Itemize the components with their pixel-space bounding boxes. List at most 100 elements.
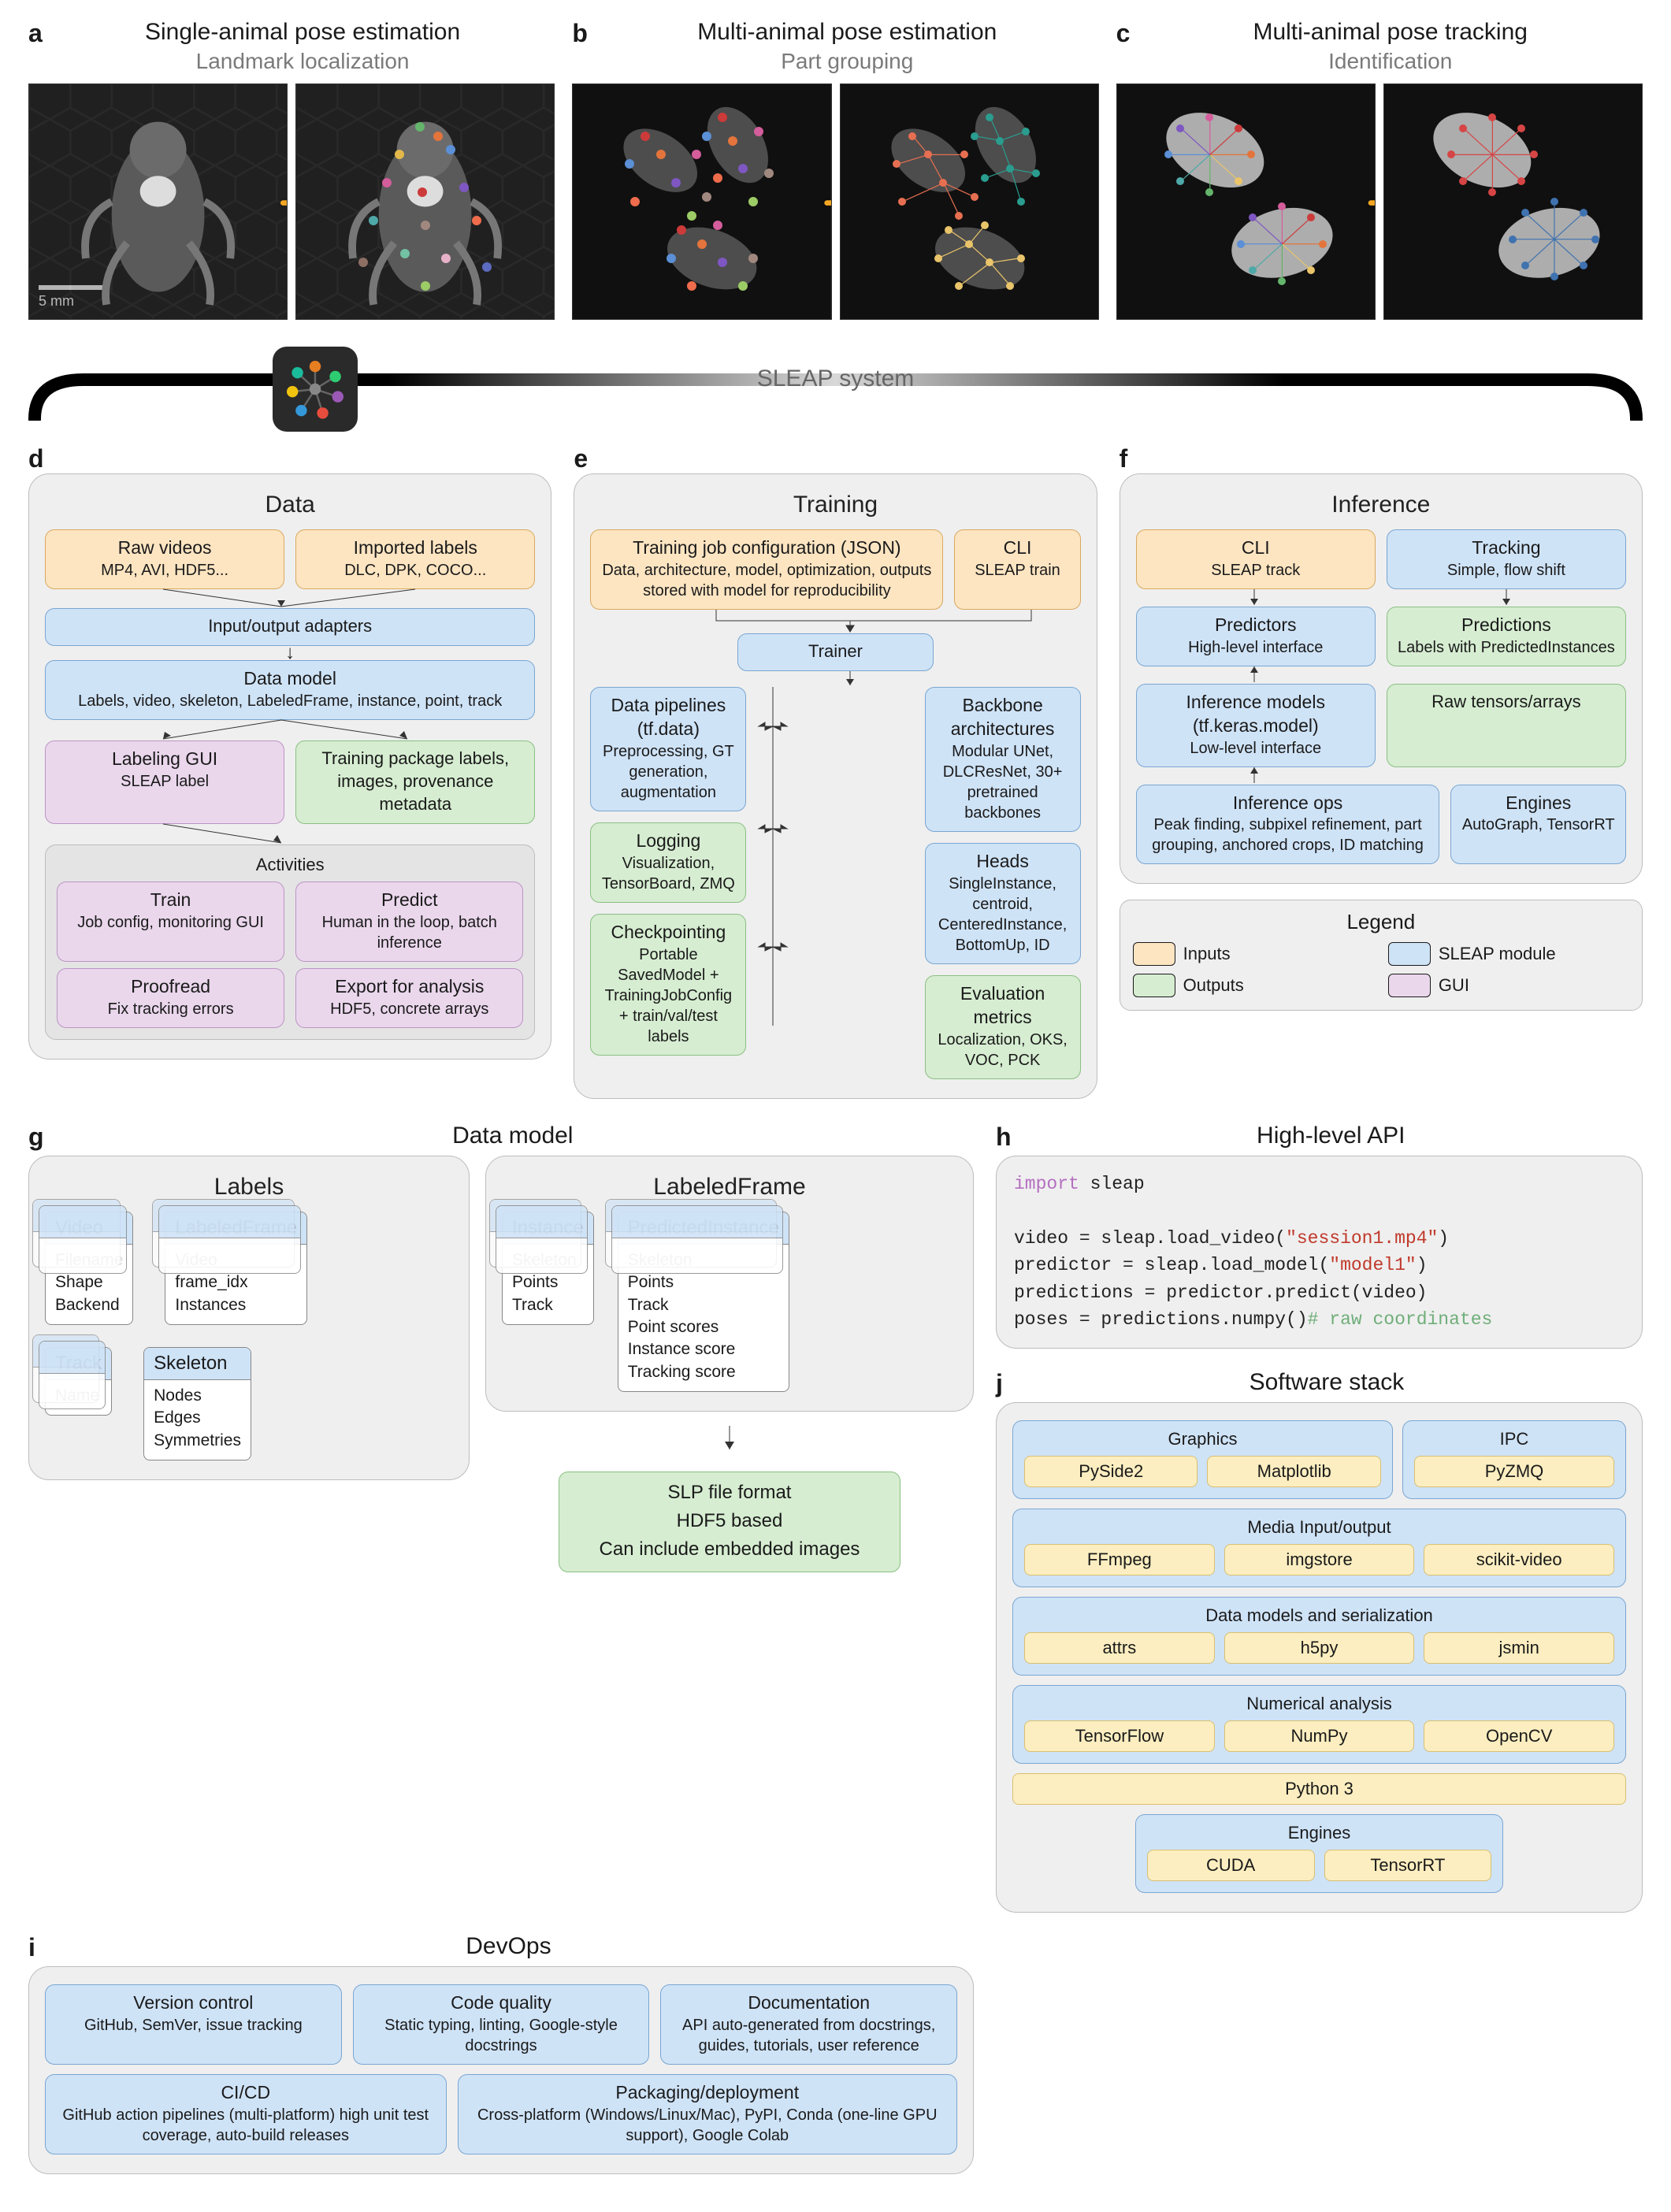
pill-scikit-video: scikit-video [1424,1544,1614,1575]
activity-predict: PredictHuman in the loop, batch inferenc… [295,881,523,962]
slp-file-node: SLP file formatHDF5 basedCan include emb… [559,1472,900,1572]
code-content: import sleap video = sleap.load_video("s… [1014,1171,1625,1334]
panel-h-wrap: h High-level API import sleap video = sl… [996,1123,1643,1349]
node-imported-labels: Imported labelsDLC, DPK, COCO... [295,529,535,589]
legend: Legend Inputs SLEAP module Outputs GUI [1120,900,1643,1011]
labels-title: Labels [45,1174,453,1201]
activity-proofread: ProofreadFix tracking errors [57,968,284,1028]
pill-tensorflow: TensorFlow [1024,1720,1215,1752]
sleap-system-band: SLEAP system [28,358,1643,421]
pill-jsmin: jsmin [1424,1632,1614,1664]
node-io-adapters: Input/output adapters [45,608,535,647]
panel-d-wrap: d Data Raw videosMP4, AVI, HDF5... Impor… [28,444,551,1099]
node-cli-track: CLISLEAP track [1136,529,1376,589]
node-heads: HeadsSingleInstance, centroid, CenteredI… [925,843,1081,964]
pill-tensorrt: TensorRT [1324,1850,1492,1881]
panel-g-wrap: g Data model Labels VideoFilenameShapeBa… [28,1123,974,1913]
panel-f-wrap: f Inference CLISLEAP track TrackingSimpl… [1120,444,1643,1099]
activity-train: TrainJob config, monitoring GUI [57,881,284,962]
c-image-right [1383,84,1643,320]
node-raw-videos: Raw videosMP4, AVI, HDF5... [45,529,284,589]
stack-data-models-and-serialization: Data models and serializationattrsh5pyjs… [1012,1597,1626,1676]
node-raw-tensors: Raw tensors/arrays [1387,684,1626,767]
legend-title: Legend [1133,910,1629,934]
legend-item-outputs: Outputs [1133,974,1374,997]
panel-i-wrap: i DevOps Version controlGitHub, SemVer, … [28,1933,974,2174]
labeledframe-panel: LabeledFrame InstanceSkeletonPointsTrack… [485,1156,974,1412]
panel-g-letter: g [28,1123,44,1152]
legend-item-gui: GUI [1388,974,1629,997]
pill-h5py: h5py [1224,1632,1415,1664]
pill-numpy: NumPy [1224,1720,1415,1752]
labeledframe-title: LabeledFrame [502,1174,957,1201]
node-tracking: TrackingSimple, flow shift [1387,529,1626,589]
node-trainer: Trainer [737,633,934,672]
panel-h-title: High-level API [1019,1123,1643,1149]
panel-e-wrap: e Training Training job configuration (J… [574,444,1097,1099]
devops-packaging-deployment: Packaging/deploymentCross-platform (Wind… [458,2074,957,2154]
labels-panel: Labels VideoFilenameShapeBackend Labeled… [28,1156,470,1480]
panel-f-letter: f [1120,444,1643,473]
row-i: i DevOps Version controlGitHub, SemVer, … [28,1933,1643,2174]
node-predictions: PredictionsLabels with PredictedInstance… [1387,607,1626,666]
stack-media-input-output: Media Input/outputFFmpegimgstorescikit-v… [1012,1509,1626,1587]
a-image-left: 5 mm ➜ [28,84,288,320]
b-image-right [840,84,1099,320]
top-row: a Single-animal pose estimation Landmark… [28,19,1643,320]
b-image-left: 5 mm ➜ [572,84,831,320]
system-band-label: SLEAP system [757,366,915,392]
node-evaluation-metrics: Evaluation metricsLocalization, OKS, VOC… [925,975,1081,1079]
panel-e: Training Training job configuration (JSO… [574,473,1097,1099]
node-job-config: Training job configuration (JSON)Data, a… [590,529,943,610]
activities-wrap: Activities TrainJob config, monitoring G… [45,844,535,1040]
stack-engines: EnginesCUDATensorRT [1135,1814,1503,1893]
node-labeling-gui: Labeling GUISLEAP label [45,740,284,824]
panel-b: b Multi-animal pose estimation Part grou… [572,19,1098,320]
node-data-model: Data modelLabels, video, skeleton, Label… [45,660,535,720]
pill-cuda: CUDA [1147,1850,1315,1881]
panel-i-title: DevOps [43,1933,974,1960]
devops-code-quality: Code qualityStatic typing, linting, Goog… [353,1984,650,2065]
panel-d-title: Data [45,492,535,518]
pill-pyside2: PySide2 [1024,1456,1198,1487]
devops-ci-cd: CI/CDGitHub action pipelines (multi-plat… [45,2074,447,2154]
node-training-package: Training package labels, images, provena… [295,740,535,824]
node-cli-train: CLISLEAP train [954,529,1080,610]
pill-matplotlib: Matplotlib [1207,1456,1380,1487]
a-image-right [295,84,555,320]
panel-j-title: Software stack [1011,1369,1643,1396]
panel-g-title: Data model [52,1123,974,1149]
panel-e-letter: e [574,444,1097,473]
activities-title: Activities [57,855,523,875]
panel-j-letter: j [996,1369,1003,1398]
activity-export for analysis: Export for analysisHDF5, concrete arrays [295,968,523,1028]
devops-version-control: Version controlGitHub, SemVer, issue tra… [45,1984,342,2065]
legend-item-inputs: Inputs [1133,942,1374,966]
panel-c: c Multi-animal pose tracking Identificat… [1116,19,1643,320]
devops-panel: Version controlGitHub, SemVer, issue tra… [28,1966,974,2174]
pill-imgstore: imgstore [1224,1544,1415,1575]
panel-d-letter: d [28,444,551,473]
node-checkpointing: CheckpointingPortable SavedModel + Train… [590,914,746,1056]
panel-j-wrap: j Software stack GraphicsPySide2Matplotl… [996,1369,1643,1913]
row-ghj: g Data model Labels VideoFilenameShapeBa… [28,1123,1643,1913]
node-inf-ops: Inference opsPeak finding, subpixel refi… [1136,785,1440,865]
panel-f-title: Inference [1136,492,1626,518]
software-stack: GraphicsPySide2Matplotlib IPCPyZMQ Media… [996,1402,1643,1913]
devops-documentation: DocumentationAPI auto-generated from doc… [660,1984,957,2065]
legend-item-sleap module: SLEAP module [1388,942,1629,966]
row-def: d Data Raw videosMP4, AVI, HDF5... Impor… [28,444,1643,1099]
stack-graphics: GraphicsPySide2Matplotlib [1012,1420,1393,1499]
pill-opencv: OpenCV [1424,1720,1614,1752]
pill-python 3: Python 3 [1012,1773,1626,1805]
sleap-logo-icon [273,347,358,432]
panel-d: Data Raw videosMP4, AVI, HDF5... Importe… [28,473,551,1060]
node-logging: LoggingVisualization, TensorBoard, ZMQ [590,822,746,903]
figure-page: a Single-animal pose estimation Landmark… [0,0,1671,2212]
node-inf-models: Inference models (tf.keras.model)Low-lev… [1136,684,1376,767]
panel-a: a Single-animal pose estimation Landmark… [28,19,555,320]
panel-i-letter: i [28,1933,35,1962]
panel-h-letter: h [996,1123,1012,1152]
c-image-left: 0.5 mm ➜ [1116,84,1376,320]
stack-ipc: IPCPyZMQ [1402,1420,1626,1499]
